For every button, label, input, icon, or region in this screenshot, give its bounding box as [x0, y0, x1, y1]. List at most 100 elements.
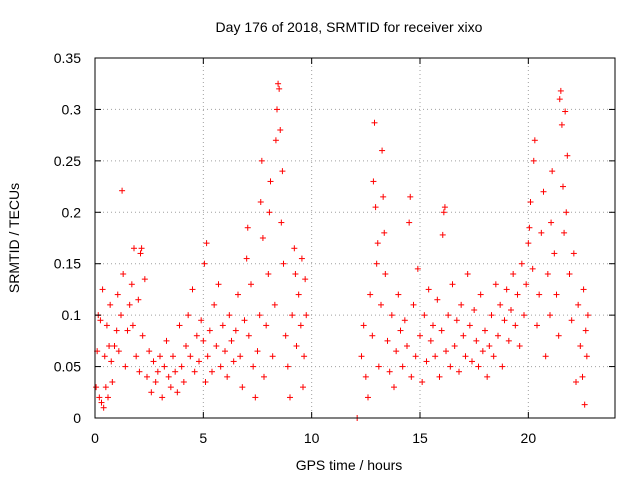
data-point	[237, 353, 244, 360]
data-point	[250, 363, 257, 370]
data-point	[365, 394, 371, 401]
data-point	[252, 394, 259, 401]
data-point	[360, 322, 367, 329]
data-point	[256, 312, 263, 319]
y-axis-label: SRMTID / TECUs	[6, 183, 22, 293]
data-point	[115, 348, 122, 355]
data-point	[404, 343, 410, 349]
grid-lines	[95, 58, 615, 418]
data-point	[275, 80, 282, 87]
data-point	[436, 373, 443, 380]
data-point	[226, 312, 233, 319]
data-point	[203, 240, 210, 247]
data-point	[196, 358, 202, 365]
data-point	[107, 301, 114, 308]
data-point	[421, 312, 428, 319]
data-point	[235, 291, 241, 298]
data-point	[523, 281, 530, 288]
data-point	[128, 281, 135, 288]
data-point	[488, 312, 495, 319]
data-point	[193, 332, 200, 339]
data-point	[505, 337, 512, 344]
data-point	[259, 235, 266, 241]
data-point	[129, 322, 136, 329]
data-point	[449, 281, 456, 288]
data-point	[100, 404, 107, 411]
data-point	[133, 353, 140, 360]
data-point	[174, 389, 181, 396]
data-point	[536, 291, 543, 298]
data-point	[501, 317, 508, 324]
data-point	[187, 353, 194, 360]
data-point	[503, 286, 510, 293]
data-point	[122, 363, 129, 370]
data-point	[575, 301, 582, 308]
data-point	[191, 368, 198, 375]
data-point	[527, 199, 534, 205]
data-point	[542, 353, 549, 360]
y-tick-label: 0.15	[54, 256, 81, 272]
data-point	[440, 209, 447, 216]
data-point	[526, 224, 533, 231]
data-point	[492, 281, 499, 288]
y-tick-label: 0.3	[62, 101, 82, 117]
data-point	[375, 363, 382, 370]
data-point	[209, 368, 215, 375]
data-point	[388, 312, 395, 319]
data-point	[378, 301, 384, 308]
data-point	[408, 373, 415, 380]
data-point	[213, 343, 220, 349]
data-point	[438, 327, 445, 334]
data-point	[265, 271, 272, 277]
data-point	[510, 271, 517, 277]
data-point	[490, 353, 497, 360]
data-point	[244, 224, 251, 231]
y-tick-label: 0.35	[54, 50, 81, 66]
data-point	[161, 363, 168, 370]
data-point	[549, 168, 556, 175]
data-point	[274, 106, 280, 113]
data-point	[106, 343, 113, 349]
data-point	[462, 353, 469, 360]
data-point	[278, 219, 285, 226]
data-point	[163, 337, 170, 344]
data-point	[204, 353, 211, 360]
chart-title: Day 176 of 2018, SRMTID for receiver xix…	[216, 19, 483, 35]
data-point	[258, 157, 265, 164]
data-point	[577, 343, 584, 349]
data-point	[202, 379, 209, 385]
data-point	[150, 358, 157, 365]
data-point	[441, 204, 448, 211]
data-point	[228, 337, 235, 344]
data-point	[570, 250, 577, 257]
data-point	[154, 368, 161, 375]
data-point	[391, 384, 397, 391]
x-tick-label: 5	[199, 430, 207, 446]
data-point	[126, 301, 133, 308]
data-point	[248, 281, 254, 288]
data-point	[399, 363, 406, 370]
data-point	[538, 229, 545, 236]
data-point	[185, 312, 192, 319]
data-point	[215, 281, 222, 288]
data-point	[114, 291, 121, 298]
data-point	[453, 317, 460, 324]
data-point	[443, 348, 449, 355]
data-point	[471, 307, 478, 313]
data-point	[176, 322, 183, 329]
data-point	[479, 348, 486, 355]
data-point	[427, 337, 434, 344]
data-point	[434, 296, 441, 303]
data-point	[534, 322, 540, 329]
data-point	[289, 312, 296, 319]
data-point	[473, 337, 480, 344]
data-point	[555, 332, 562, 339]
data-point	[582, 327, 589, 334]
data-point	[297, 322, 304, 329]
data-point	[495, 332, 501, 339]
data-point	[373, 260, 380, 267]
x-tick-label: 15	[412, 430, 428, 446]
data-point	[410, 301, 417, 308]
data-point	[529, 265, 536, 272]
data-point	[165, 373, 172, 380]
